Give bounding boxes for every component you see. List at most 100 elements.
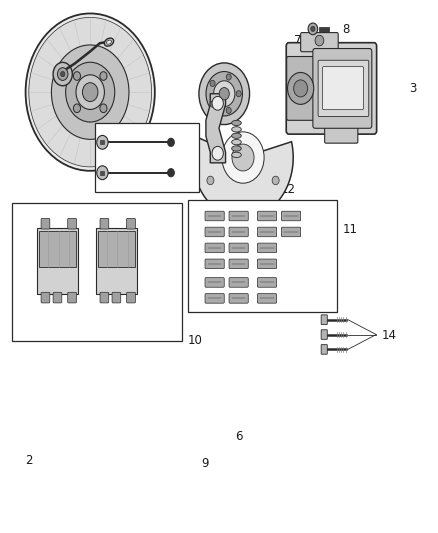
Text: 7: 7 bbox=[294, 34, 301, 47]
Circle shape bbox=[288, 72, 314, 104]
Ellipse shape bbox=[106, 40, 112, 44]
FancyBboxPatch shape bbox=[229, 259, 248, 269]
Text: 11: 11 bbox=[343, 223, 357, 236]
Ellipse shape bbox=[104, 38, 113, 46]
Text: 9: 9 bbox=[201, 457, 209, 470]
Circle shape bbox=[293, 80, 307, 97]
FancyBboxPatch shape bbox=[205, 259, 224, 269]
FancyBboxPatch shape bbox=[300, 33, 338, 52]
Circle shape bbox=[222, 132, 264, 183]
FancyBboxPatch shape bbox=[258, 243, 277, 253]
FancyBboxPatch shape bbox=[313, 49, 372, 128]
FancyBboxPatch shape bbox=[321, 315, 327, 325]
Circle shape bbox=[207, 176, 214, 185]
Bar bbox=[37, 228, 78, 294]
Text: 1: 1 bbox=[11, 311, 19, 324]
FancyBboxPatch shape bbox=[258, 294, 277, 303]
Bar bbox=[95, 228, 137, 294]
FancyBboxPatch shape bbox=[205, 278, 224, 287]
Circle shape bbox=[82, 83, 98, 102]
FancyBboxPatch shape bbox=[127, 292, 135, 303]
Text: 6: 6 bbox=[235, 430, 242, 443]
Bar bbox=[100, 171, 104, 175]
FancyBboxPatch shape bbox=[100, 292, 109, 303]
Circle shape bbox=[74, 104, 81, 112]
Circle shape bbox=[57, 68, 68, 80]
Bar bbox=[39, 231, 76, 267]
Text: 2: 2 bbox=[25, 454, 33, 467]
Circle shape bbox=[212, 147, 223, 160]
Text: 12: 12 bbox=[280, 183, 296, 196]
Bar bbox=[12, 203, 182, 341]
FancyBboxPatch shape bbox=[282, 211, 300, 221]
FancyBboxPatch shape bbox=[112, 292, 121, 303]
Text: 13: 13 bbox=[32, 78, 46, 91]
Ellipse shape bbox=[232, 127, 241, 132]
Circle shape bbox=[53, 62, 72, 86]
Circle shape bbox=[272, 176, 279, 185]
Bar bbox=[319, 27, 328, 32]
FancyBboxPatch shape bbox=[318, 60, 369, 117]
Circle shape bbox=[212, 96, 223, 110]
Bar bbox=[100, 140, 104, 144]
FancyBboxPatch shape bbox=[100, 219, 109, 229]
FancyBboxPatch shape bbox=[205, 243, 224, 253]
Bar bbox=[95, 123, 199, 192]
FancyBboxPatch shape bbox=[127, 219, 135, 229]
FancyBboxPatch shape bbox=[68, 292, 77, 303]
FancyBboxPatch shape bbox=[282, 227, 300, 237]
Circle shape bbox=[76, 75, 104, 109]
Bar bbox=[188, 200, 337, 312]
Text: 14: 14 bbox=[382, 329, 397, 342]
Circle shape bbox=[25, 13, 155, 171]
Circle shape bbox=[232, 144, 254, 171]
Ellipse shape bbox=[232, 146, 241, 151]
FancyBboxPatch shape bbox=[229, 211, 248, 221]
Circle shape bbox=[308, 23, 318, 35]
FancyBboxPatch shape bbox=[205, 294, 224, 303]
Text: 5: 5 bbox=[143, 207, 151, 220]
Circle shape bbox=[51, 45, 129, 139]
Circle shape bbox=[29, 18, 152, 167]
Circle shape bbox=[97, 135, 108, 149]
Bar bbox=[98, 231, 135, 267]
Circle shape bbox=[315, 35, 324, 46]
FancyBboxPatch shape bbox=[229, 243, 248, 253]
FancyBboxPatch shape bbox=[258, 278, 277, 287]
FancyBboxPatch shape bbox=[229, 278, 248, 287]
Circle shape bbox=[199, 63, 250, 125]
Ellipse shape bbox=[232, 120, 241, 126]
Circle shape bbox=[167, 138, 174, 147]
FancyBboxPatch shape bbox=[258, 211, 277, 221]
Circle shape bbox=[226, 74, 231, 80]
Circle shape bbox=[236, 91, 241, 97]
FancyBboxPatch shape bbox=[41, 292, 50, 303]
Circle shape bbox=[206, 71, 243, 116]
FancyBboxPatch shape bbox=[68, 219, 77, 229]
FancyBboxPatch shape bbox=[205, 211, 224, 221]
Circle shape bbox=[210, 101, 215, 107]
Text: 4: 4 bbox=[246, 151, 253, 164]
FancyBboxPatch shape bbox=[229, 227, 248, 237]
Circle shape bbox=[219, 87, 230, 100]
FancyBboxPatch shape bbox=[321, 330, 327, 340]
FancyBboxPatch shape bbox=[53, 292, 62, 303]
FancyBboxPatch shape bbox=[258, 259, 277, 269]
Circle shape bbox=[100, 104, 107, 112]
Circle shape bbox=[66, 62, 115, 122]
Circle shape bbox=[97, 166, 108, 180]
FancyBboxPatch shape bbox=[322, 67, 364, 110]
FancyBboxPatch shape bbox=[229, 294, 248, 303]
FancyBboxPatch shape bbox=[321, 345, 327, 354]
Polygon shape bbox=[206, 94, 226, 163]
FancyBboxPatch shape bbox=[41, 219, 50, 229]
Text: 8: 8 bbox=[342, 23, 349, 36]
FancyBboxPatch shape bbox=[325, 127, 358, 143]
Ellipse shape bbox=[232, 133, 241, 139]
Circle shape bbox=[60, 71, 65, 77]
FancyBboxPatch shape bbox=[287, 56, 314, 120]
Text: 10: 10 bbox=[187, 334, 202, 348]
Text: 3: 3 bbox=[410, 82, 417, 95]
Polygon shape bbox=[193, 136, 293, 219]
Circle shape bbox=[100, 71, 107, 80]
